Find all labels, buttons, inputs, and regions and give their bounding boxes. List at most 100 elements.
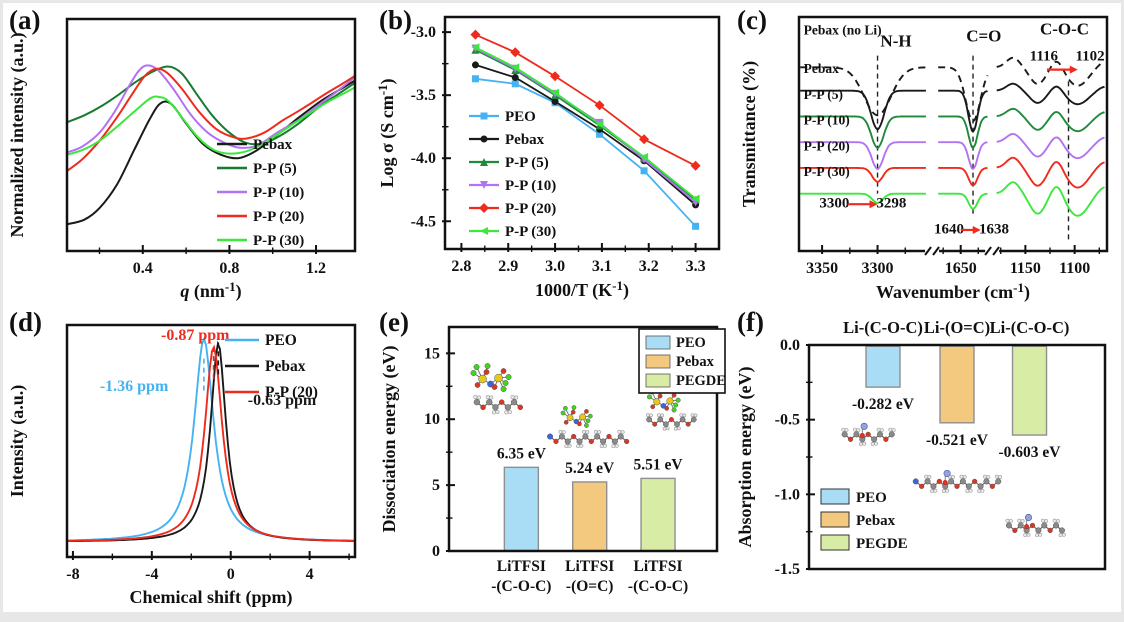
axis-break-icon [992, 246, 1000, 256]
bar-value-label: -0.282 eV [852, 396, 915, 413]
square-marker [511, 80, 519, 88]
annotation: 1116 [1030, 48, 1059, 64]
plot-border [65, 17, 357, 253]
series-P-P (20) [66, 67, 356, 172]
molecule-structure [560, 405, 593, 428]
bar-value-label: 5.24 eV [565, 460, 615, 477]
axis-break-icon [924, 246, 932, 256]
legend-label: P-P (5) [505, 155, 549, 171]
plot-area: 0.4 0.8 1.2 q (nm-1) Normalized intensity (a… [7, 17, 357, 302]
y-tick-label: 0 [432, 543, 440, 560]
arrow-icon [869, 200, 878, 209]
triangle-left-marker [640, 152, 649, 161]
panel-c-ftir: (c) Pebax (no Li) Pebax P-P (5) P-P (10) P-P… [731, 3, 1121, 305]
legend: PEO Pebax PEGDE [820, 488, 908, 552]
figure-multipanel: (a) 0.4 0.8 1.2 q (nm-1) Normalized intensit… [3, 3, 1121, 612]
triangle-left-marker [595, 120, 604, 129]
trace-Pebax [800, 82, 1105, 133]
y-axis-label: Absorption energy (eV) [735, 367, 756, 548]
series-PEO [67, 336, 355, 542]
triangle-down-marker [480, 181, 488, 189]
trace-label: Pebax [804, 61, 839, 76]
legend-label: Pebax [505, 132, 545, 148]
plot-border [447, 325, 719, 553]
square-marker [692, 222, 700, 230]
molecule-structure [646, 388, 681, 413]
bar-value-label: 5.51 eV [634, 456, 684, 473]
x-axis: 3350 3300 1650 1150 1100 [806, 245, 1100, 277]
trace-P-P (10) [800, 132, 1105, 171]
molecule-structure [841, 422, 896, 446]
x-axis-label: q (nm-1) [180, 279, 241, 302]
annotations: -1.36 ppm -0.87 ppm -0.63 ppm [100, 327, 317, 409]
legend: PEO Pebax P-P (5) P-P (10) P-P (20) P-P (30) [469, 109, 556, 240]
legend-label: P-P (20) [265, 384, 318, 401]
square-marker [596, 130, 604, 138]
trace-label: Pebax (no Li) [804, 23, 882, 38]
x-axis: 0.4 0.8 1.2 [98, 245, 326, 277]
y-axis: 0 5 10 15 [424, 345, 455, 560]
x-tick-label: 1650 [945, 260, 977, 277]
arrhenius-chart: 2.8 2.9 3.0 3.1 3.2 3.3 -3.0 -3.5 -4.0 -4.5 1000/T… [375, 15, 721, 301]
category-label: LiTFSI [565, 558, 614, 575]
panel-e-letter: (e) [379, 307, 409, 337]
li-atom [860, 422, 868, 430]
diamond-marker [594, 100, 605, 111]
legend-label: P-P (20) [253, 209, 304, 225]
panel-a-letter: (a) [9, 5, 41, 35]
bar-value-label: -0.521 eV [926, 432, 989, 449]
square-marker [471, 75, 479, 83]
legend-label: P-P (5) [253, 161, 297, 177]
circle-marker [551, 97, 559, 105]
trace-label: P-P (20) [804, 138, 850, 153]
series-P-P (10) [66, 64, 356, 154]
square-marker [640, 167, 648, 175]
annotation: 1102 [1075, 48, 1104, 64]
legend-label: PEO [676, 335, 706, 351]
plot-area: -8 -4 0 4 -1.36 ppm -0.87 ppm -0.63 ppm Chemica… [7, 323, 357, 608]
series-Pebax [68, 340, 355, 543]
x-tick-label: 3350 [806, 260, 838, 277]
plot-area: Pebax (no Li) Pebax P-P (5) P-P (10) P-P (20… [739, 15, 1109, 303]
panel-d-nmr: (d) -8 -4 0 4 -1.36 ppm -0.87 ppm -0.63 ppm Che… [3, 305, 373, 612]
absorption-bar-chart: Li-(C-O-C) -0.282 eV Li-(O=C) -0.521 eV Li-(… [735, 318, 1107, 578]
triangle-left-marker [691, 194, 700, 203]
panel-b-conductivity: (b) 2.8 2.9 3.0 3.1 3.2 3.3 -3.0 -3.5 -4.0 -4.5 10… [373, 3, 731, 305]
diamond-marker [510, 47, 521, 58]
y-tick-label: -4.0 [411, 150, 436, 167]
annotation: C-O-C [1040, 20, 1089, 39]
legend-label: Pebax [253, 137, 293, 153]
legend: PEO Pebax P-P (20) [225, 332, 318, 401]
trace-label: P-P (30) [804, 164, 850, 179]
annotations: N-H C=O C-O-C 1116 1102 3300 3298 1640 1638 [819, 20, 1104, 238]
x-tick-label: 1150 [1010, 260, 1041, 277]
trace-label: P-P (10) [804, 113, 850, 128]
panel-e-dissociation: (e) 6.35 eV LiTFSI -(C-O-C) 5.24 eV LiTFSI -(… [373, 305, 731, 612]
x-tick-label: 2.9 [498, 258, 518, 275]
triangle-left-marker [511, 63, 520, 72]
peak-annotation: -1.36 ppm [100, 378, 169, 395]
bar-1 [571, 481, 608, 552]
diamond-marker [690, 160, 701, 171]
bar-value-label: -0.603 eV [999, 444, 1062, 461]
panel-f-letter: (f) [737, 307, 764, 337]
x-axis-label: Wavenumber (cm-1) [876, 280, 1030, 303]
plot-area: 6.35 eV LiTFSI -(C-O-C) 5.24 eV LiTFSI -(O=C)… [379, 325, 726, 595]
arrow-icon [972, 225, 981, 234]
series-P-P (30) [471, 43, 700, 203]
panel-b-letter: (b) [379, 5, 412, 35]
plot-border [797, 15, 1109, 253]
series-P-P (20) [68, 344, 354, 542]
nmr-chart: -8 -4 0 4 -1.36 ppm -0.87 ppm -0.63 ppm Chemica… [7, 323, 357, 608]
plot-area: 2.8 2.9 3.0 3.1 3.2 3.3 -3.0 -3.5 -4.0 -4.5 1000/T… [375, 15, 721, 301]
x-tick-label: 2.8 [451, 258, 471, 275]
molecule-structure [1005, 513, 1066, 538]
category-label: LiTFSI [497, 558, 546, 575]
series-P-P (5) [66, 65, 356, 146]
y-tick-label: 10 [424, 411, 440, 428]
peak-annotation: -0.63 ppm [248, 392, 317, 409]
category-label: -(C-O-C) [491, 578, 551, 595]
x-axis: -8 -4 0 4 [66, 551, 350, 583]
x-axis: 2.8 2.9 3.0 3.1 3.2 3.3 [451, 243, 706, 275]
axis-break-icon [932, 246, 940, 256]
